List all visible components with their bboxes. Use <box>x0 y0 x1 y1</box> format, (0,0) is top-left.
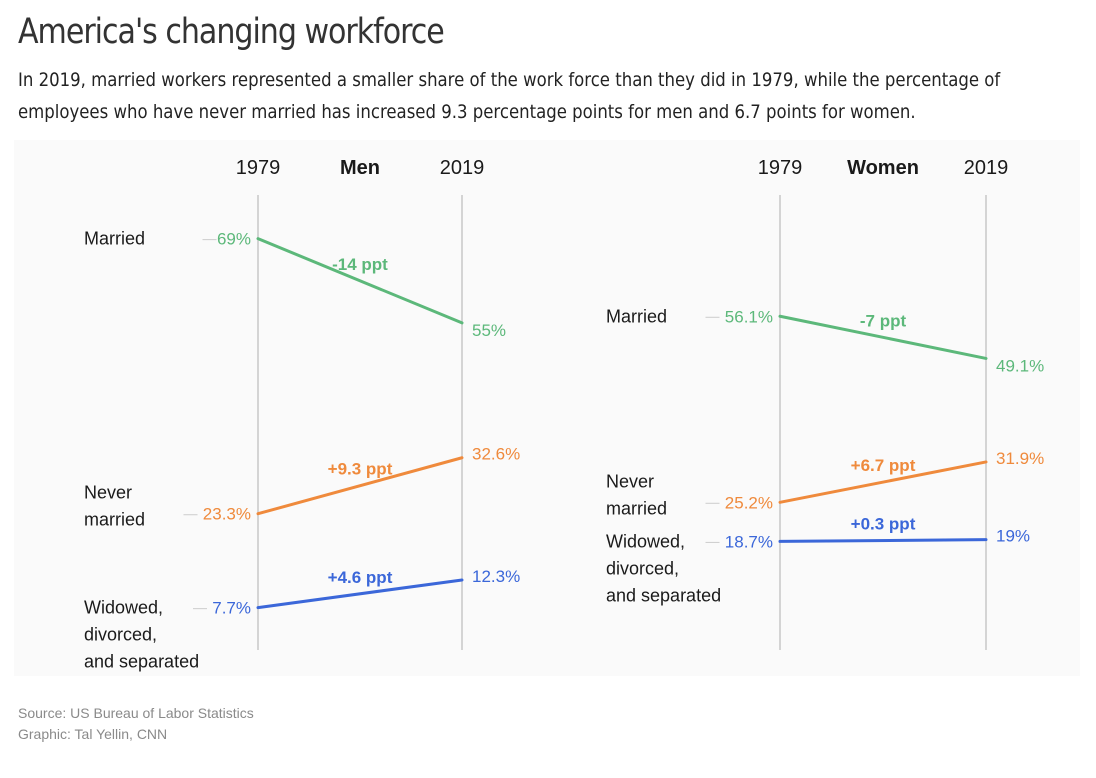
men-never-married-category-label: married <box>84 510 145 530</box>
men-widowed-category-label: Widowed, <box>84 598 163 618</box>
women-widowed-start-value: 18.7% <box>725 532 773 551</box>
men-widowed-line <box>256 578 464 610</box>
men-widowed-end-value: 12.3% <box>472 567 520 586</box>
men-married-category-label: Married <box>84 229 145 249</box>
footer: Source: US Bureau of Labor Statistics Gr… <box>18 703 254 745</box>
women-year-start: 1979 <box>758 157 803 179</box>
men-married-line <box>256 237 464 325</box>
plot-background <box>14 140 1080 676</box>
men-never-married-category-label: Never <box>84 483 132 503</box>
women-widowed-change-label: +0.3 ppt <box>851 515 916 534</box>
women-married-change-label: -7 ppt <box>860 311 907 330</box>
women-widowed-end-value: 19% <box>996 527 1030 546</box>
women-widowed-category-label: divorced, <box>606 558 679 578</box>
women-panel-title: Women <box>847 157 919 179</box>
women-widowed-line <box>778 538 988 543</box>
men-married-start-value: 69% <box>217 230 251 249</box>
women-widowed-category-label: Widowed, <box>606 531 685 551</box>
men-never-married-change-label: +9.3 ppt <box>328 460 393 479</box>
men-widowed-start-value: 7.7% <box>212 599 251 618</box>
women-never-married-category-label: married <box>606 498 667 518</box>
women-married-end-value: 49.1% <box>996 356 1044 375</box>
men-year-start: 1979 <box>236 157 281 179</box>
chart-subtitle: In 2019, married workers represented a s… <box>18 69 1001 123</box>
men-married-end-value: 55% <box>472 321 506 340</box>
women-never-married-end-value: 31.9% <box>996 449 1044 468</box>
men-widowed-category-label: divorced, <box>84 625 157 645</box>
women-never-married-start-value: 25.2% <box>725 493 773 512</box>
women-married-category-label: Married <box>606 306 667 326</box>
women-widowed-category-label: and separated <box>606 585 721 605</box>
women-never-married-line <box>778 460 988 504</box>
men-never-married-line <box>256 456 464 516</box>
women-never-married-category-label: Never <box>606 471 654 491</box>
women-married-line <box>778 314 988 360</box>
women-married-start-value: 56.1% <box>725 307 773 326</box>
women-never-married-change-label: +6.7 ppt <box>851 456 916 475</box>
men-panel-title: Men <box>340 157 380 179</box>
source-note: Source: US Bureau of Labor Statistics <box>18 705 254 721</box>
men-never-married-end-value: 32.6% <box>472 445 520 464</box>
men-widowed-category-label: and separated <box>84 652 199 672</box>
men-married-change-label: -14 ppt <box>332 255 388 274</box>
men-widowed-change-label: +4.6 ppt <box>328 568 393 587</box>
credit-note: Graphic: Tal Yellin, CNN <box>18 726 168 742</box>
men-never-married-start-value: 23.3% <box>203 505 251 524</box>
chart-title: America's changing workforce <box>18 12 445 52</box>
women-year-end: 2019 <box>964 157 1009 179</box>
men-year-end: 2019 <box>440 157 485 179</box>
